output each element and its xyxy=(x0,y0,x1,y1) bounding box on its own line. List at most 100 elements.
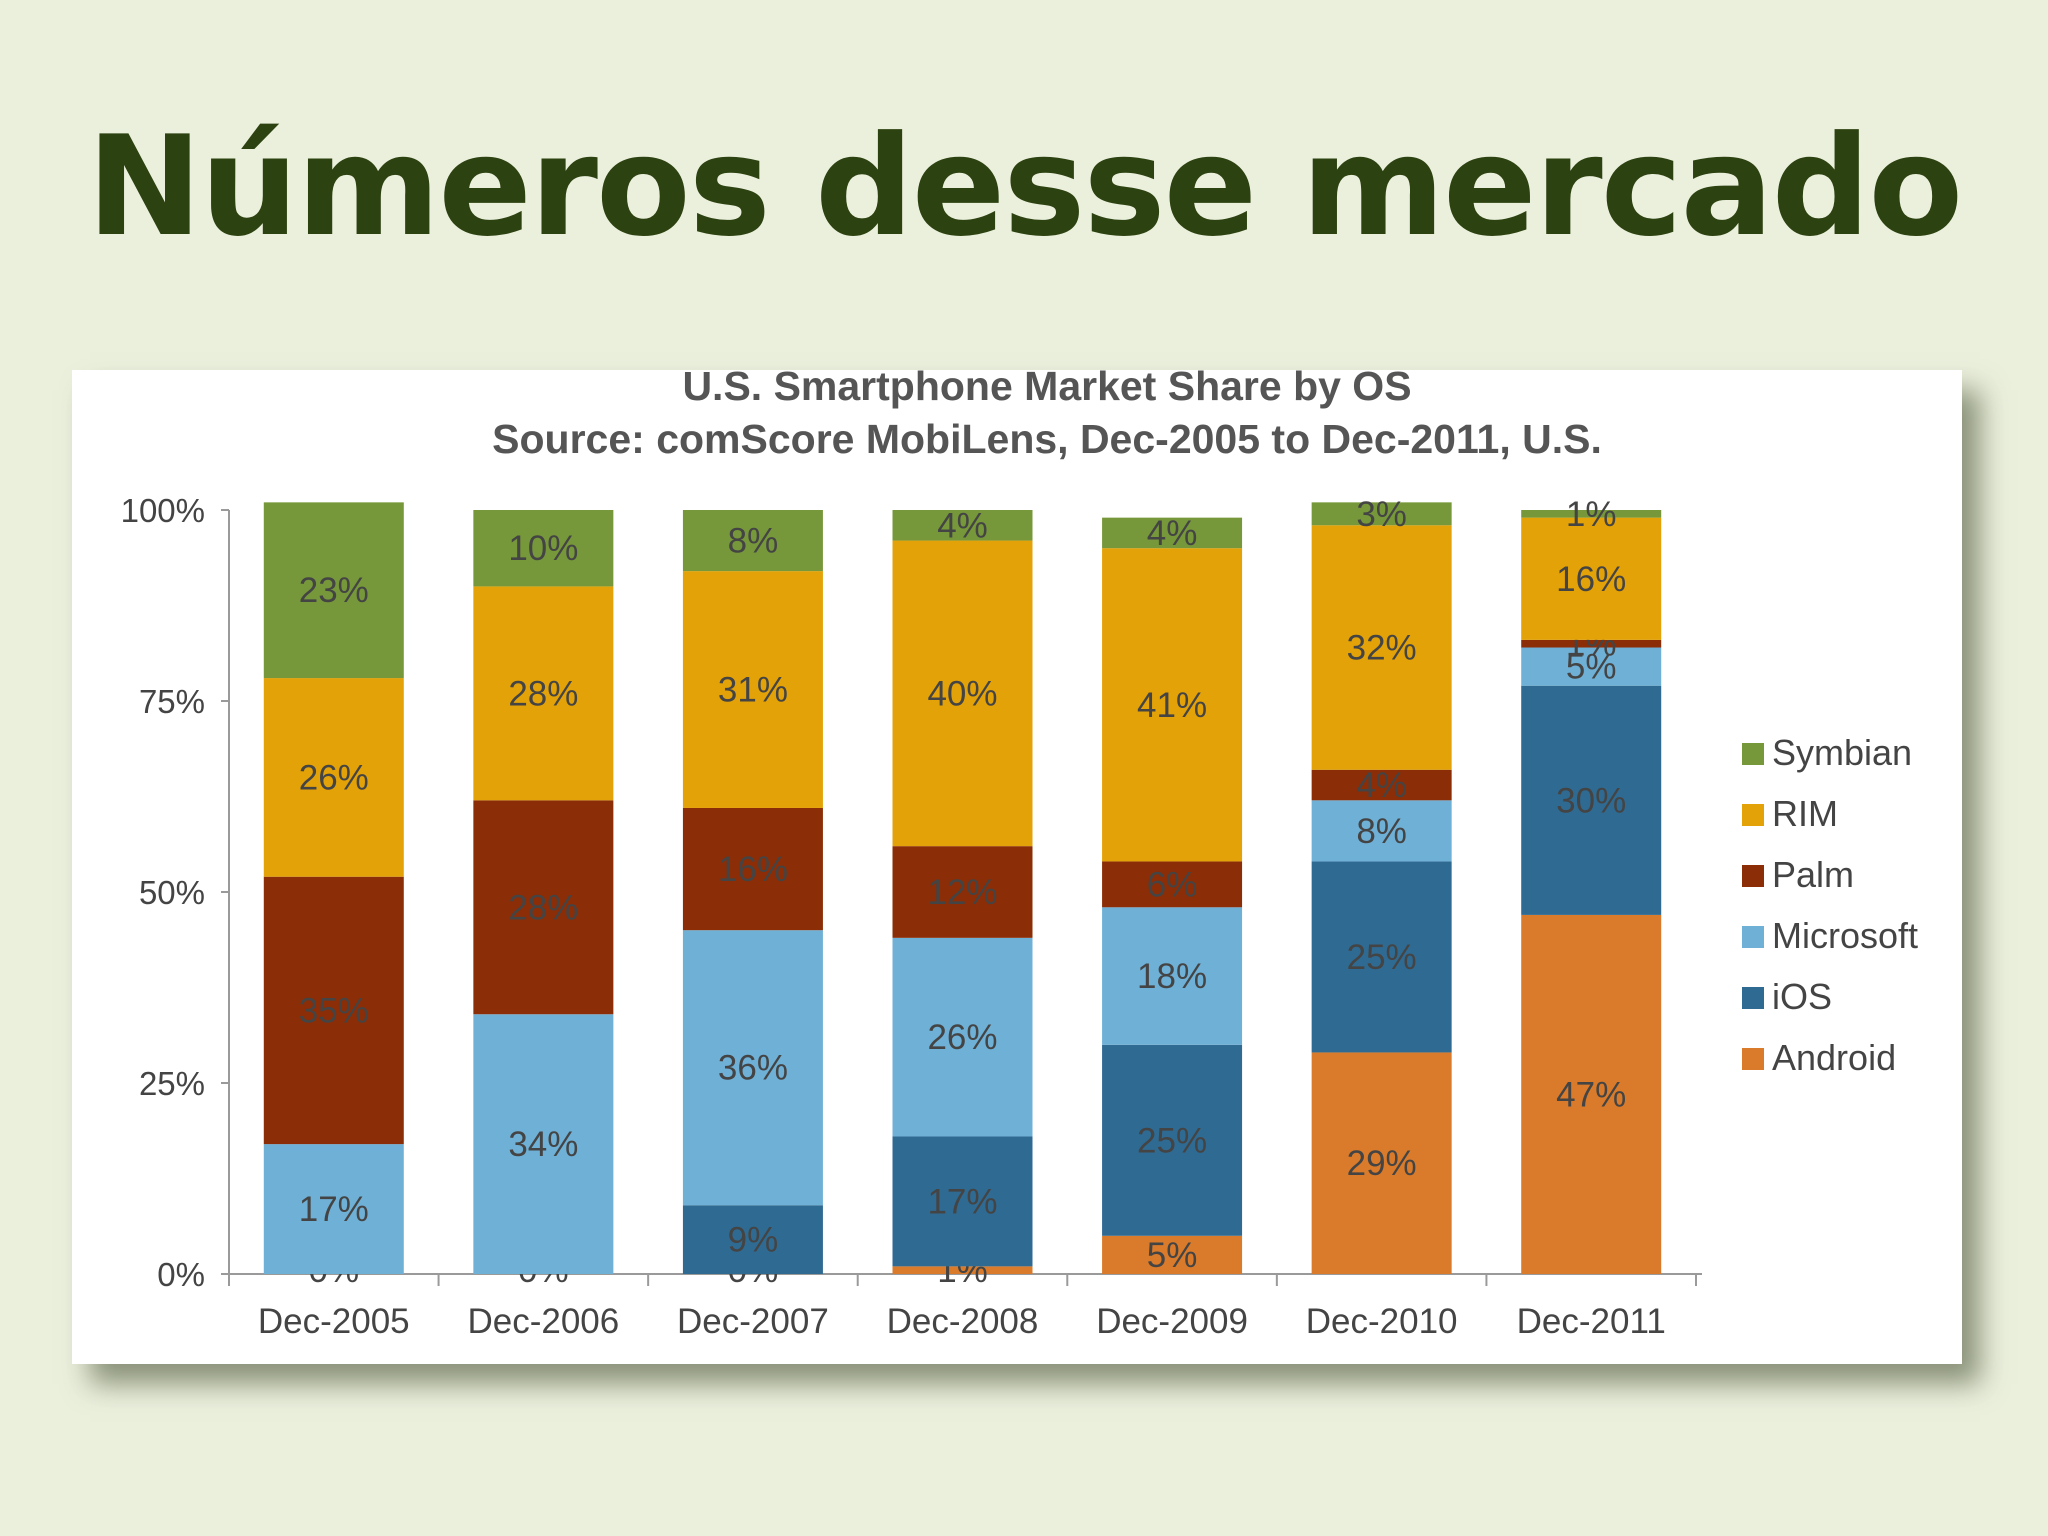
data-label: 10% xyxy=(508,529,578,568)
plot-area: 0%25%50%75%100%0%17%35%26%23%Dec-20050%3… xyxy=(121,492,1702,1341)
data-label: 4% xyxy=(1356,766,1407,805)
data-label: 23% xyxy=(299,571,369,610)
bar-segment-android xyxy=(1311,1052,1452,1274)
bar-segment-ios xyxy=(1521,685,1662,915)
legend-swatch-ios xyxy=(1742,987,1764,1009)
data-label: 36% xyxy=(718,1049,788,1088)
y-tick-label: 75% xyxy=(139,683,205,720)
data-label: 28% xyxy=(508,888,578,927)
y-tick-label: 50% xyxy=(139,874,205,911)
y-tick-label: 0% xyxy=(157,1256,205,1293)
bar-segment-symbian xyxy=(1102,517,1243,549)
chart-subtitle: Source: comScore MobiLens, Dec-2005 to D… xyxy=(492,416,1602,462)
legend-label: Android xyxy=(1772,1037,1896,1078)
legend-swatch-palm xyxy=(1742,865,1764,887)
chart-card: U.S. Smartphone Market Share by OS Sourc… xyxy=(72,370,1962,1364)
bar-segment-palm xyxy=(473,800,614,1015)
legend-label: Symbian xyxy=(1772,732,1912,773)
bar-segment-symbian xyxy=(682,510,823,572)
x-tick-label: Dec-2005 xyxy=(258,1302,410,1341)
x-tick-label: Dec-2006 xyxy=(467,1302,619,1341)
bar-segment-rim xyxy=(1311,525,1452,770)
legend-label: RIM xyxy=(1772,793,1838,834)
slide-title: Números desse mercado xyxy=(86,106,1963,267)
bar-segment-palm xyxy=(1102,861,1243,908)
bar-segment-ios xyxy=(1311,861,1452,1053)
bar-segment-palm xyxy=(892,846,1033,938)
data-label: 17% xyxy=(927,1182,997,1221)
bar-segment-palm xyxy=(263,876,404,1145)
bar-segment-symbian xyxy=(892,510,1033,541)
bar-segment-palm xyxy=(682,807,823,931)
data-label: 5% xyxy=(1566,648,1617,687)
data-label: 35% xyxy=(299,991,369,1030)
x-tick-label: Dec-2007 xyxy=(677,1302,829,1341)
data-label: 5% xyxy=(1147,1236,1198,1275)
data-label: 26% xyxy=(299,758,369,797)
bar-segment-ios xyxy=(682,1205,823,1274)
bar-segment-palm xyxy=(1311,769,1452,801)
x-tick-label: Dec-2008 xyxy=(887,1302,1039,1341)
bar-segment-android xyxy=(892,1266,1033,1274)
bar-segment-symbian xyxy=(473,510,614,587)
x-tick-label: Dec-2011 xyxy=(1517,1302,1666,1341)
bar-segment-rim xyxy=(682,571,823,808)
data-label: 18% xyxy=(1137,957,1207,996)
x-tick-label: Dec-2009 xyxy=(1096,1302,1248,1341)
legend-swatch-symbian xyxy=(1742,743,1764,765)
data-label: 4% xyxy=(1147,514,1198,553)
data-label: 30% xyxy=(1556,781,1626,820)
data-label: 32% xyxy=(1347,629,1417,668)
chart-title: U.S. Smartphone Market Share by OS xyxy=(682,370,1411,409)
data-label: 9% xyxy=(728,1221,779,1260)
data-label: 31% xyxy=(718,671,788,710)
bar-segment-microsoft xyxy=(1521,647,1662,686)
data-label: 40% xyxy=(927,674,997,713)
legend-label: Palm xyxy=(1772,854,1854,895)
data-label: 16% xyxy=(718,850,788,889)
bar-segment-symbian xyxy=(1521,510,1662,518)
data-label: 25% xyxy=(1137,1121,1207,1160)
bar-segment-ios xyxy=(1102,1044,1243,1236)
bar-segment-rim xyxy=(473,586,614,801)
bar-segment-rim xyxy=(1102,548,1243,862)
y-tick-label: 25% xyxy=(139,1065,205,1102)
data-label: 41% xyxy=(1137,686,1207,725)
data-label: 4% xyxy=(937,506,988,545)
bar-segment-microsoft xyxy=(473,1014,614,1274)
data-label: 6% xyxy=(1147,865,1198,904)
legend-swatch-rim xyxy=(1742,804,1764,826)
data-label: 29% xyxy=(1347,1144,1417,1183)
bar-segment-microsoft xyxy=(1311,800,1452,862)
data-label: 26% xyxy=(927,1018,997,1057)
y-tick-label: 100% xyxy=(121,492,205,529)
bar-segment-rim xyxy=(263,678,404,877)
data-label: 25% xyxy=(1347,938,1417,977)
bar-segment-symbian xyxy=(1311,502,1452,526)
data-label: 16% xyxy=(1556,560,1626,599)
bar-segment-rim xyxy=(892,540,1033,847)
data-label: 17% xyxy=(299,1190,369,1229)
legend-label: iOS xyxy=(1772,976,1832,1017)
bar-segment-microsoft xyxy=(263,1144,404,1274)
legend: Symbian RIM Palm Microsoft iOS Android xyxy=(1742,732,1918,1078)
data-label: 28% xyxy=(508,674,578,713)
legend-swatch-microsoft xyxy=(1742,926,1764,948)
bar-segment-android xyxy=(1521,914,1662,1274)
legend-swatch-android xyxy=(1742,1048,1764,1070)
bar-segment-palm xyxy=(1521,639,1662,648)
bar-segment-microsoft xyxy=(1102,907,1243,1045)
data-label: 34% xyxy=(508,1125,578,1164)
bar-segment-android xyxy=(1102,1235,1243,1274)
data-label: 8% xyxy=(1356,812,1407,851)
bar-segment-ios xyxy=(892,1136,1033,1267)
x-tick-label: Dec-2010 xyxy=(1306,1302,1458,1341)
bar-segment-microsoft xyxy=(682,930,823,1206)
stacked-bar-chart: U.S. Smartphone Market Share by OS Sourc… xyxy=(121,370,1918,1341)
data-label: 1% xyxy=(1566,495,1617,534)
bar-segment-symbian xyxy=(263,502,404,679)
legend-label: Microsoft xyxy=(1772,915,1918,956)
data-label: 3% xyxy=(1356,495,1407,534)
bar-segment-microsoft xyxy=(892,937,1033,1137)
data-label: 8% xyxy=(728,522,779,561)
